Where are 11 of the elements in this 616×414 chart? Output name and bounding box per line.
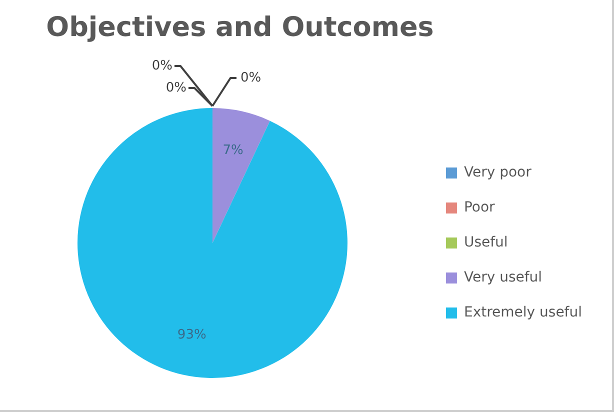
legend-label: Extremely useful bbox=[464, 304, 582, 321]
legend-label: Useful bbox=[464, 234, 508, 251]
text: 0% bbox=[240, 70, 262, 86]
text: 0% bbox=[166, 80, 186, 96]
legend-label: Very poor bbox=[464, 164, 532, 181]
data-label: 93% bbox=[177, 328, 206, 343]
text: 0% bbox=[152, 58, 172, 74]
chart-title: Objectives and Outcomes bbox=[45, 12, 435, 43]
legend-label: Poor bbox=[464, 200, 496, 216]
legend-label: Very useful bbox=[464, 270, 542, 286]
data-label: 7% bbox=[222, 143, 244, 158]
